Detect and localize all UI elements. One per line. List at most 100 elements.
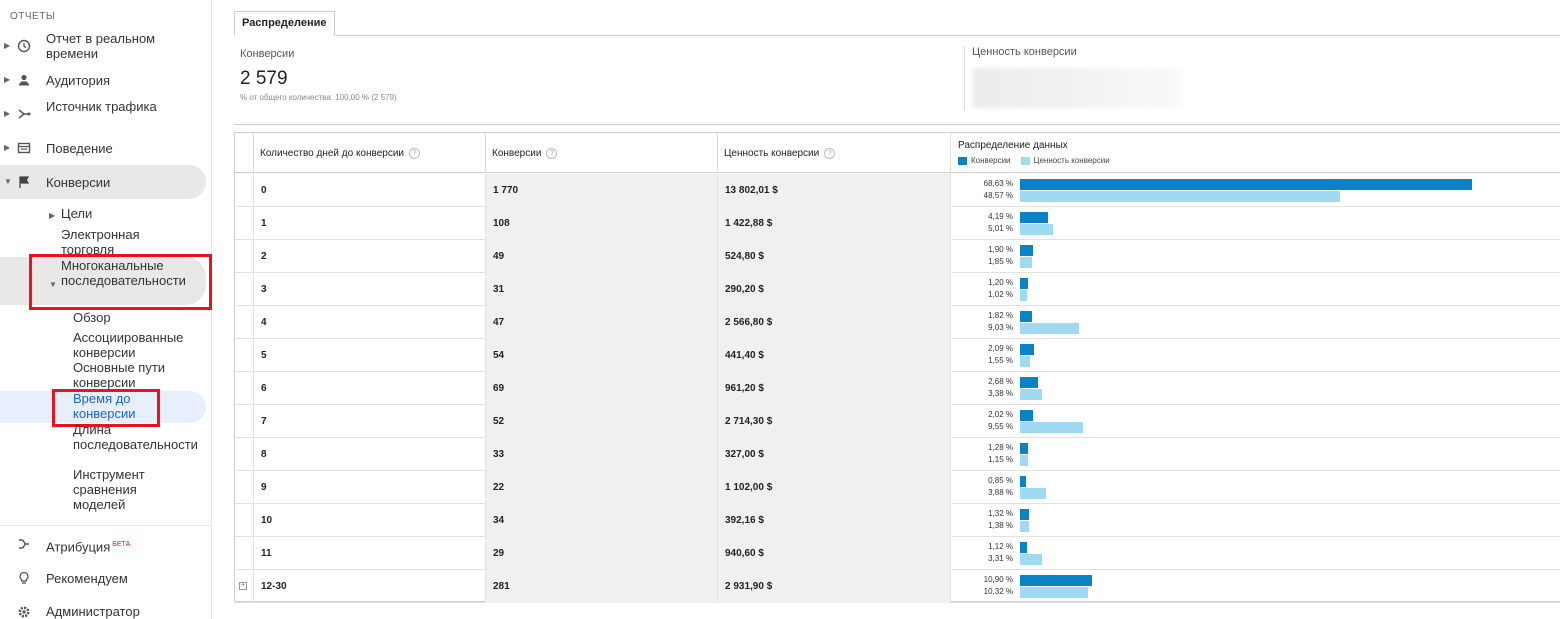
caret-right-icon: ▶ — [4, 75, 11, 84]
cell-conversions: 54 — [485, 339, 717, 372]
cell-value: 2 566,80 $ — [717, 306, 950, 339]
cell-value: 2 931,90 $ — [717, 570, 950, 603]
cell-text: 52 — [493, 416, 505, 427]
table-header: Количество дней до конверсии? Конверсии?… — [235, 133, 1560, 173]
sidebar-subitem-model-compare[interactable]: Инструмент сравнения моделей — [73, 467, 145, 512]
cell-days: 4 — [253, 306, 485, 339]
table-row[interactable]: 0 1 770 13 802,01 $ 68,63 % 48,57 % — [235, 174, 1560, 207]
cell-conversions: 22 — [485, 471, 717, 504]
cell-conversions: 33 — [485, 438, 717, 471]
table-row[interactable]: 1 108 1 422,88 $ 4,19 % 5,01 % — [235, 207, 1560, 240]
cell-percentages: 4,19 % 5,01 % — [965, 211, 1013, 235]
cell-distribution — [950, 504, 1560, 537]
summary-label: Конверсии — [240, 48, 295, 60]
cell-text: 1 — [261, 218, 267, 229]
highlight-box — [52, 389, 160, 427]
cell-distribution — [950, 438, 1560, 471]
sidebar-subitem-overview[interactable]: Обзор — [73, 310, 111, 325]
sidebar-item-recommend[interactable]: Рекомендуем — [0, 570, 212, 590]
cell-distribution — [950, 306, 1560, 339]
cell-value: 940,60 $ — [717, 537, 950, 570]
tab-distribution[interactable]: Распределение — [234, 11, 335, 36]
caret-right-icon: ▶ — [4, 109, 11, 118]
divider — [0, 525, 212, 526]
table-row[interactable]: +12-30 281 2 931,90 $ 10,90 % 10,32 % — [235, 570, 1560, 603]
cell-text: 10 — [261, 515, 273, 526]
table-row[interactable]: 10 34 392,16 $ 1,32 % 1,38 % — [235, 504, 1560, 537]
table-row[interactable]: 6 69 961,20 $ 2,68 % 3,38 % — [235, 372, 1560, 405]
cell-text: 524,80 $ — [725, 251, 764, 262]
cell-text: 47 — [493, 317, 505, 328]
cell-text: 392,16 $ — [725, 515, 764, 526]
sidebar-item-admin[interactable]: Администратор — [0, 603, 212, 619]
sidebar-subitem-mcf[interactable]: ▼ Многоканальные последовательности — [49, 258, 186, 289]
sidebar-item-traffic[interactable]: ▶ Источник трафика — [0, 98, 212, 132]
sidebar-item-behavior[interactable]: ▶ Поведение — [0, 138, 212, 158]
cell-text: 33 — [493, 449, 505, 460]
cell-days: 12-30 — [253, 570, 485, 603]
table-row[interactable]: 7 52 2 714,30 $ 2,02 % 9,55 % — [235, 405, 1560, 438]
help-icon[interactable]: ? — [546, 147, 558, 159]
sidebar-item-audience[interactable]: ▶ Аудитория — [0, 70, 212, 90]
sidebar-subitem-assisted[interactable]: Ассоциированные конверсии — [73, 330, 184, 360]
column-header-conversions[interactable]: Конверсии? — [485, 133, 717, 173]
legend: Конверсии Ценность конверсии — [958, 156, 1110, 165]
sidebar-subitem-goals[interactable]: ▶ Цели — [49, 206, 92, 221]
column-header-value[interactable]: Ценность конверсии? — [717, 133, 950, 173]
pct-value: 48,57 % — [983, 191, 1013, 200]
sidebar-item-conversions[interactable]: ▼ Конверсии — [0, 165, 206, 199]
sidebar-subitem-top-paths[interactable]: Основные пути конверсии — [73, 360, 166, 390]
sidebar-subitem-time-lag[interactable]: Время до конверсии — [73, 391, 136, 421]
table-row[interactable]: 4 47 2 566,80 $ 1,82 % 9,03 % — [235, 306, 1560, 339]
cell-days: 10 — [253, 504, 485, 537]
cell-days: 3 — [253, 273, 485, 306]
caret-down-icon: ▼ — [49, 280, 57, 289]
bar-conversions — [1020, 344, 1034, 355]
cell-text: 0 — [261, 185, 267, 196]
pct-value: 1,38 % — [988, 521, 1013, 530]
sidebar-subitem-ecommerce[interactable]: ▶ Электронная торговля — [61, 227, 171, 255]
column-header-days[interactable]: Количество дней до конверсии? — [253, 133, 485, 173]
behavior-icon — [16, 140, 32, 156]
table-row[interactable]: 2 49 524,80 $ 1,90 % 1,85 % — [235, 240, 1560, 273]
cell-value: 392,16 $ — [717, 504, 950, 537]
cell-conversions: 34 — [485, 504, 717, 537]
table-row[interactable]: 5 54 441,40 $ 2,09 % 1,55 % — [235, 339, 1560, 372]
table-row[interactable]: 8 33 327,00 $ 1,28 % 1,15 % — [235, 438, 1560, 471]
cell-text: 34 — [493, 515, 505, 526]
bar-value — [1020, 587, 1088, 598]
caret-down-icon: ▼ — [4, 177, 12, 186]
bar-conversions — [1020, 245, 1033, 256]
help-icon[interactable]: ? — [824, 147, 836, 159]
pct-conversions: 1,28 % — [988, 443, 1013, 452]
summary-value-block: Ценность конверсии — [964, 46, 1183, 110]
expand-icon[interactable]: + — [239, 582, 247, 590]
bar-conversions — [1020, 509, 1029, 520]
cell-percentages: 68,63 % 48,57 % — [965, 178, 1013, 202]
sidebar-item-realtime[interactable]: ▶ Отчет в реальном времени — [0, 30, 212, 64]
bar-value — [1020, 521, 1030, 532]
sidebar: ОТЧЕТЫ ▶ Отчет в реальном времени ▶ Ауди… — [0, 0, 212, 619]
cell-text: 290,20 $ — [725, 284, 764, 295]
pct-conversions: 1,82 % — [988, 311, 1013, 320]
table-row[interactable]: 3 31 290,20 $ 1,20 % 1,02 % — [235, 273, 1560, 306]
cell-conversions: 47 — [485, 306, 717, 339]
sidebar-subitem-path-length[interactable]: Длина последовательности — [73, 422, 198, 452]
legend-label: Ценность конверсии — [1033, 156, 1110, 165]
help-icon[interactable]: ? — [409, 147, 421, 159]
cell-text: 1 102,00 $ — [725, 482, 773, 493]
cell-percentages: 1,90 % 1,85 % — [965, 244, 1013, 268]
table-row[interactable]: 11 29 940,60 $ 1,12 % 3,31 % — [235, 537, 1560, 570]
pct-conversions: 1,90 % — [988, 245, 1013, 254]
bar-conversions — [1020, 443, 1029, 454]
bar-conversions — [1020, 575, 1092, 586]
pct-value: 9,55 % — [988, 422, 1013, 431]
sidebar-item-attribution[interactable]: Атрибуция БЕТА — [0, 535, 212, 555]
cell-text: 3 — [261, 284, 267, 295]
pct-conversions: 2,09 % — [988, 344, 1013, 353]
bar-value — [1020, 389, 1043, 400]
sidebar-subitem-label: Многоканальные последовательности — [61, 258, 186, 288]
bar-conversions — [1020, 179, 1472, 190]
table-row[interactable]: 9 22 1 102,00 $ 0,85 % 3,88 % — [235, 471, 1560, 504]
clock-icon — [16, 38, 32, 54]
